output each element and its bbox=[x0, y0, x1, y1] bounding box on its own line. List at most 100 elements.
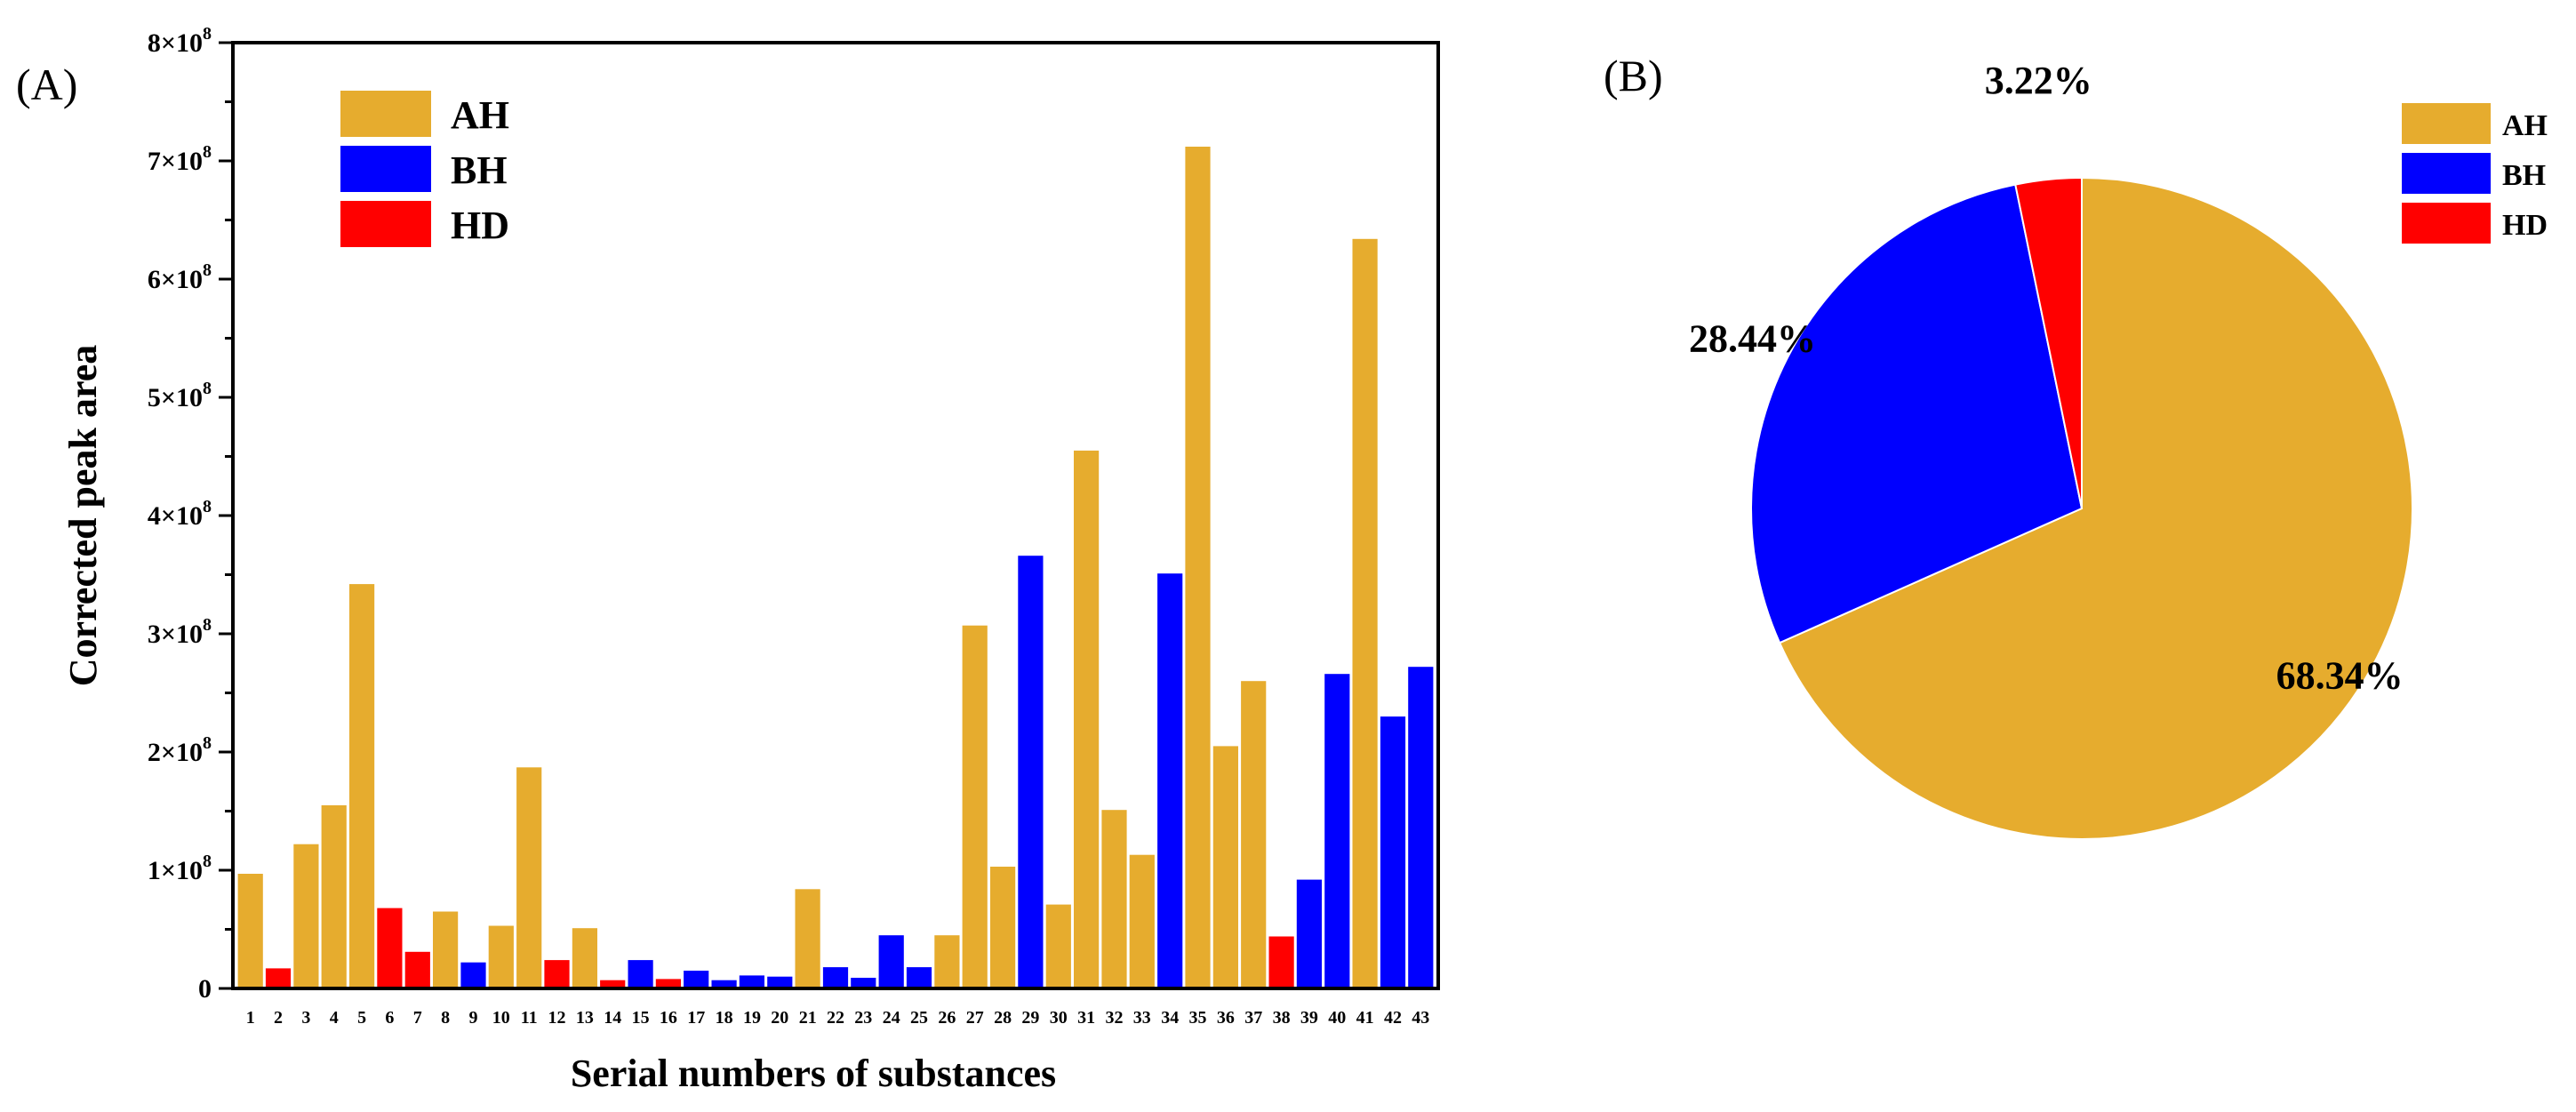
bar-chart-panel: (A) 0 1×108 2×108 3×108 4×108 5×108 6×108 7×108… bbox=[16, 24, 1440, 1095]
bar-16 bbox=[655, 979, 681, 988]
x-tick-label: 33 bbox=[1133, 1008, 1151, 1028]
x-tick-label: 43 bbox=[1412, 1008, 1429, 1028]
x-tick-label: 6 bbox=[385, 1008, 394, 1028]
x-tick-label: 7 bbox=[413, 1008, 422, 1028]
x-tick-label: 9 bbox=[469, 1008, 478, 1028]
y-tick-label: 5×108 bbox=[148, 379, 212, 412]
bar-8 bbox=[433, 911, 459, 988]
legend-swatch-ah bbox=[340, 91, 431, 137]
bar-24 bbox=[878, 935, 904, 988]
bar-30 bbox=[1045, 904, 1071, 988]
x-tick-label: 24 bbox=[883, 1008, 900, 1028]
bar-27 bbox=[962, 625, 988, 988]
x-tick-label: 15 bbox=[632, 1008, 650, 1028]
x-tick-label: 12 bbox=[548, 1008, 566, 1028]
bar-17 bbox=[684, 971, 709, 988]
bar-6 bbox=[377, 908, 403, 988]
bar-1 bbox=[237, 874, 263, 988]
bar-31 bbox=[1074, 450, 1100, 988]
bar-4 bbox=[321, 804, 347, 988]
bar-25 bbox=[906, 967, 932, 988]
x-tick-label: 36 bbox=[1217, 1008, 1235, 1028]
x-tick-label: 27 bbox=[966, 1008, 984, 1028]
x-tick-label: 30 bbox=[1050, 1008, 1068, 1028]
x-tick-label: 1 bbox=[246, 1008, 255, 1028]
y-tick-label: 6×108 bbox=[148, 260, 212, 294]
bar-19 bbox=[739, 975, 764, 988]
x-tick-label: 13 bbox=[576, 1008, 594, 1028]
y-tick-label: 0 bbox=[198, 974, 212, 1004]
bar-38 bbox=[1268, 936, 1294, 988]
bar-2 bbox=[265, 968, 292, 988]
bar-34 bbox=[1157, 573, 1183, 988]
x-tick-label: 4 bbox=[330, 1008, 339, 1028]
pie-value-label-ah: 68.34% bbox=[2276, 654, 2404, 698]
bar-39 bbox=[1296, 879, 1322, 988]
x-tick-label: 38 bbox=[1273, 1008, 1291, 1028]
bar-15 bbox=[628, 960, 653, 988]
x-tick-label: 21 bbox=[799, 1008, 817, 1028]
x-tick-label: 17 bbox=[687, 1008, 705, 1028]
bar-35 bbox=[1185, 147, 1211, 988]
bar-legend: AH BH HD bbox=[340, 91, 509, 247]
bar-11 bbox=[516, 767, 542, 988]
bar-32 bbox=[1101, 810, 1127, 988]
x-tick-label: 22 bbox=[827, 1008, 844, 1028]
x-tick-label: 3 bbox=[301, 1008, 310, 1028]
x-tick-label: 2 bbox=[274, 1008, 283, 1028]
y-tick-label: 7×108 bbox=[148, 142, 212, 176]
legend-label-hd: HD bbox=[451, 204, 509, 247]
bar-10 bbox=[488, 925, 514, 988]
y-tick-label: 1×108 bbox=[148, 852, 212, 885]
pie-legend-swatch-ah bbox=[2402, 103, 2491, 144]
x-tick-label: 18 bbox=[716, 1008, 733, 1028]
bar-42 bbox=[1380, 716, 1406, 988]
x-tick-label: 5 bbox=[357, 1008, 366, 1028]
y-tick-label: 2×108 bbox=[148, 733, 212, 767]
panel-label-a: (A) bbox=[16, 60, 77, 109]
x-tick-label: 40 bbox=[1328, 1008, 1346, 1028]
pie-legend-label-ah: AH bbox=[2502, 109, 2548, 142]
legend-label-ah: AH bbox=[451, 93, 509, 137]
x-tick-label: 39 bbox=[1300, 1008, 1318, 1028]
y-tick-label: 3×108 bbox=[148, 615, 212, 649]
x-tick-label: 42 bbox=[1384, 1008, 1402, 1028]
pie-legend: AH BH HD bbox=[2402, 103, 2548, 244]
bar-20 bbox=[767, 976, 793, 988]
x-tick-label: 41 bbox=[1356, 1008, 1374, 1028]
bar-3 bbox=[293, 844, 319, 988]
pie-value-label-hd: 3.22% bbox=[1985, 59, 2092, 102]
x-tick-label: 16 bbox=[660, 1008, 677, 1028]
x-tick-label: 20 bbox=[771, 1008, 788, 1028]
bar-41 bbox=[1352, 238, 1378, 988]
x-tick-label: 31 bbox=[1077, 1008, 1095, 1028]
bar-18 bbox=[711, 980, 737, 988]
bar-28 bbox=[990, 867, 1016, 988]
x-tick-label: 28 bbox=[994, 1008, 1012, 1028]
bar-33 bbox=[1129, 854, 1155, 988]
bar-40 bbox=[1324, 674, 1350, 988]
y-tick-label: 4×108 bbox=[148, 497, 212, 531]
pie-slice-hd bbox=[2014, 176, 2083, 509]
pie-legend-label-hd: HD bbox=[2502, 209, 2548, 242]
x-tick-label: 37 bbox=[1244, 1008, 1262, 1028]
y-axis-title: Corrected peak area bbox=[61, 345, 105, 686]
x-tick-label: 19 bbox=[743, 1008, 761, 1028]
x-axis-title: Serial numbers of substances bbox=[571, 1052, 1056, 1095]
x-tick-label: 25 bbox=[910, 1008, 928, 1028]
bar-9 bbox=[460, 962, 486, 988]
bar-14 bbox=[600, 980, 626, 988]
pie-legend-swatch-bh bbox=[2402, 153, 2491, 194]
bar-13 bbox=[572, 928, 597, 988]
pie-value-labels: 68.34% 28.44% 3.22% bbox=[1689, 59, 2404, 698]
pie-slice-ah bbox=[1778, 176, 2413, 840]
bar-29 bbox=[1018, 556, 1044, 988]
x-tick-label: 11 bbox=[521, 1008, 538, 1028]
x-tick-label: 10 bbox=[492, 1008, 510, 1028]
x-axis: 1 2 3 4 5 6 7 8 9 10 11 12 13 14 15 16 17 18 19 20 21 22 23 24 2… bbox=[246, 1008, 1430, 1028]
panel-label-b: (B) bbox=[1604, 51, 1663, 100]
pie-legend-swatch-hd bbox=[2402, 203, 2491, 244]
bar-37 bbox=[1241, 681, 1267, 988]
pie-slices bbox=[1750, 176, 2413, 840]
